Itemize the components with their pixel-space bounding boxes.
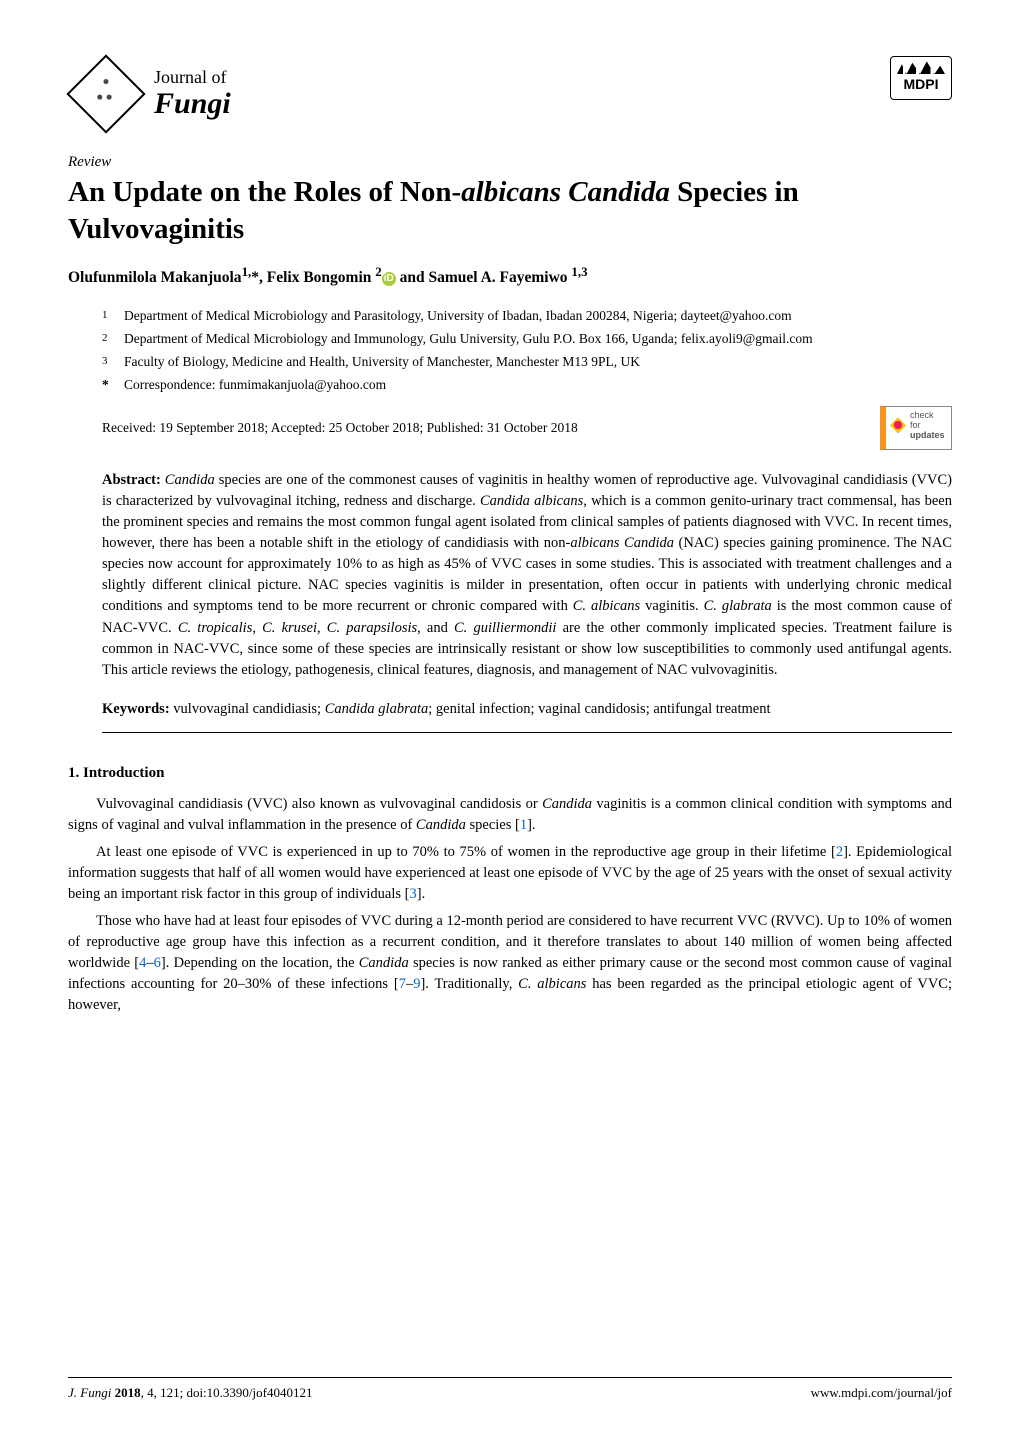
section-1-para-3: Those who have had at least four episode…: [68, 911, 952, 1016]
keywords-block: Keywords: vulvovaginal candidiasis; Cand…: [102, 699, 952, 721]
keywords-label: Keywords:: [102, 701, 170, 717]
footer-year: 2018: [115, 1385, 141, 1400]
page-header: Journal of Fungi MDPI: [68, 56, 952, 132]
affil-num-3: 3: [102, 353, 124, 372]
journal-prefix: Journal of: [154, 68, 231, 88]
author-2: , Felix Bongomin: [259, 269, 371, 286]
journal-block: Journal of Fungi: [68, 56, 231, 132]
footer-left: J. Fungi 2018, 4, 121; doi:10.3390/jof40…: [68, 1384, 312, 1402]
footer-right: www.mdpi.com/journal/jof: [811, 1384, 952, 1402]
affiliations-block: 1 Department of Medical Microbiology and…: [102, 307, 952, 395]
dates-row: Received: 19 September 2018; Accepted: 2…: [102, 406, 952, 450]
publication-dates: Received: 19 September 2018; Accepted: 2…: [102, 419, 578, 437]
journal-title-text: Journal of Fungi: [154, 68, 231, 121]
affiliation-1: 1 Department of Medical Microbiology and…: [102, 307, 952, 326]
page-footer: J. Fungi 2018, 4, 121; doi:10.3390/jof40…: [68, 1377, 952, 1402]
affil-num-1: 1: [102, 307, 124, 326]
corr-star: *: [102, 376, 124, 395]
affil-num-2: 2: [102, 330, 124, 349]
affil-text-2: Department of Medical Microbiology and I…: [124, 330, 952, 349]
section-1-para-2: At least one episode of VVC is experienc…: [68, 842, 952, 905]
author-3: and Samuel A. Fayemiwo: [396, 269, 568, 286]
author-1-sup: 1,: [242, 264, 252, 279]
abstract-text: Candida species are one of the commonest…: [102, 472, 952, 677]
orcid-icon: iD: [382, 272, 396, 286]
footer-journal-abbrev: J. Fungi: [68, 1385, 115, 1400]
affil-text-3: Faculty of Biology, Medicine and Health,…: [124, 353, 952, 372]
mdpi-logo-icon: MDPI: [890, 56, 952, 100]
article-title: An Update on the Roles of Non-albicans C…: [68, 174, 952, 247]
section-1-heading: 1. Introduction: [68, 763, 952, 783]
author-1-star: *: [251, 269, 259, 286]
authors-line: Olufunmilola Makanjuola1,*, Felix Bongom…: [68, 263, 952, 289]
abstract-block: Abstract: Candida species are one of the…: [102, 470, 952, 680]
divider-line: [102, 732, 952, 733]
check-for-updates-badge[interactable]: check for updates: [880, 406, 952, 450]
correspondence-row: * Correspondence: funmimakanjuola@yahoo.…: [102, 376, 952, 395]
journal-name: Fungi: [154, 87, 231, 120]
affil-text-1: Department of Medical Microbiology and P…: [124, 307, 952, 326]
check-for-label: check for: [910, 411, 945, 431]
affiliation-3: 3 Faculty of Biology, Medicine and Healt…: [102, 353, 952, 372]
author-1: Olufunmilola Makanjuola: [68, 269, 242, 286]
footer-citation: , 4, 121; doi:10.3390/jof4040121: [141, 1385, 313, 1400]
title-italic: albicans Candida: [461, 176, 670, 208]
author-3-sup: 1,3: [571, 264, 587, 279]
journal-logo-icon: [66, 54, 145, 133]
abstract-label: Abstract:: [102, 472, 161, 488]
section-1-para-1: Vulvovaginal candidiasis (VVC) also know…: [68, 794, 952, 836]
corr-text: Correspondence: funmimakanjuola@yahoo.co…: [124, 376, 952, 395]
updates-label: updates: [910, 431, 945, 441]
affiliation-2: 2 Department of Medical Microbiology and…: [102, 330, 952, 349]
keywords-text: vulvovaginal candidiasis; Candida glabra…: [170, 701, 771, 717]
mdpi-label: MDPI: [904, 76, 939, 92]
title-part1: An Update on the Roles of Non-: [68, 176, 461, 208]
article-type: Review: [68, 152, 952, 172]
author-2-sup: 2: [375, 264, 381, 279]
